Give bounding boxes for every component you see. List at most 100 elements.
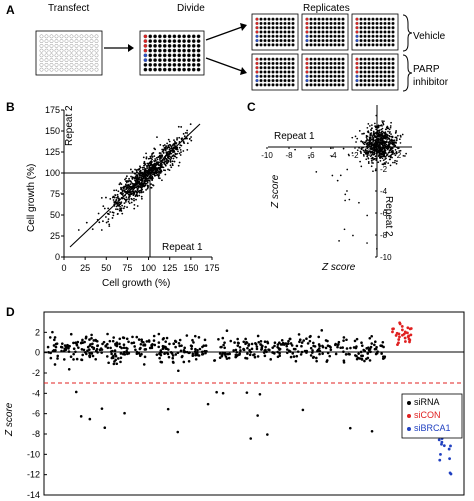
- plate-well: [283, 34, 287, 38]
- plate-well: [279, 17, 283, 21]
- plate-well: [255, 66, 259, 70]
- panel-c-xlabel: Z score: [322, 262, 356, 273]
- panel-b-x-tick-label: 50: [101, 263, 111, 273]
- sirna-point: [115, 362, 119, 366]
- plate-well: [283, 30, 287, 34]
- panel-c-point: [388, 134, 391, 137]
- plate-well: [255, 70, 259, 74]
- plate-well: [182, 48, 186, 53]
- plate-well: [309, 70, 313, 74]
- plate-well: [191, 63, 196, 67]
- plate-well: [196, 48, 201, 53]
- panel-b-point: [155, 156, 158, 159]
- sirna-point: [127, 340, 130, 344]
- plate-well: [313, 57, 317, 61]
- panel-c-point: [392, 161, 394, 164]
- sirna-point: [190, 347, 193, 351]
- sirna-point: [300, 344, 303, 348]
- panel-c-point: [360, 152, 362, 155]
- panel-b-point: [136, 205, 139, 207]
- panel-c-point: [377, 137, 380, 140]
- panel-b-point: [120, 183, 123, 186]
- plate-well: [89, 58, 94, 62]
- plate-well: [89, 53, 94, 58]
- plate-well: [59, 44, 64, 48]
- panel-c-point: [370, 165, 373, 168]
- plate-well: [337, 21, 341, 26]
- sirna-point: [139, 342, 143, 346]
- panel-d-legend-box: [401, 393, 463, 439]
- plate-well: [283, 17, 287, 21]
- panel-b-point: [146, 162, 149, 165]
- plate-well: [333, 43, 337, 47]
- panel-c-point: [385, 154, 388, 157]
- sirna-point: [159, 360, 162, 364]
- panel-b-point: [178, 152, 181, 155]
- sirna-point: [113, 360, 116, 363]
- plate-well: [329, 26, 333, 30]
- sirna-point: [201, 352, 204, 356]
- plate-well: [54, 67, 59, 72]
- panel-c-point: [344, 199, 346, 202]
- sirna-point: [56, 354, 60, 358]
- panel-c-point: [361, 133, 363, 135]
- sirna-point: [114, 354, 118, 358]
- sirna-point: [235, 354, 238, 358]
- panel-c-point: [391, 147, 394, 149]
- panel-c-point: [364, 148, 367, 151]
- plate-well: [162, 63, 167, 67]
- sirna-point: [179, 349, 183, 353]
- sirna-point: [49, 351, 52, 355]
- sirna-point: [295, 344, 299, 348]
- plate-well: [69, 44, 74, 48]
- plate-well: [259, 26, 263, 30]
- sirna-point: [255, 347, 259, 351]
- sirna-point: [187, 359, 191, 363]
- panel-b-point: [159, 143, 162, 146]
- sirna-point: [220, 345, 223, 349]
- sirna-point: [56, 357, 59, 360]
- panel-c-point: [362, 142, 365, 145]
- panel-b-point: [138, 194, 141, 197]
- plate-well: [89, 44, 94, 48]
- sirna-point: [186, 350, 189, 354]
- plate-well: [79, 48, 84, 53]
- sirna-point: [182, 349, 186, 352]
- panel-c-y-tick-label: -2: [380, 165, 388, 174]
- sirna-point: [60, 349, 63, 353]
- panel-b-point: [168, 169, 171, 172]
- panel-c-point: [389, 141, 392, 144]
- sirna-point: [90, 337, 93, 340]
- panel-b-point: [162, 148, 165, 151]
- plate-well: [341, 21, 345, 26]
- plate-well: [371, 78, 375, 83]
- plate-well: [337, 83, 341, 87]
- panel-c-point: [362, 132, 365, 135]
- panel-c-point: [390, 138, 393, 141]
- sirna-point: [72, 347, 76, 350]
- plate-well: [39, 63, 44, 67]
- panel-b-point: [134, 179, 137, 182]
- plate-well: [387, 30, 391, 34]
- sirna-point: [112, 336, 115, 339]
- plate-well: [64, 58, 69, 62]
- plate-well: [64, 39, 69, 43]
- panel-b-point: [162, 161, 165, 164]
- plate-well: [317, 26, 321, 30]
- panel-b-point: [120, 187, 123, 190]
- plate-well: [387, 17, 391, 21]
- plate-well: [74, 34, 79, 39]
- panel-b-x-tick-label: 175: [204, 263, 219, 273]
- sirna-point: [51, 349, 55, 353]
- panel-c-point: [390, 135, 393, 138]
- sirna-point: [298, 340, 301, 344]
- plate-well: [259, 83, 263, 87]
- panel-b-point: [150, 174, 152, 177]
- sirna-point: [315, 359, 318, 363]
- panel-b-point: [128, 198, 130, 201]
- panel-b-point: [129, 193, 131, 196]
- plate-well: [341, 38, 345, 43]
- panel-b-point: [125, 175, 128, 178]
- plate-well: [321, 17, 325, 21]
- plate-well: [191, 44, 196, 48]
